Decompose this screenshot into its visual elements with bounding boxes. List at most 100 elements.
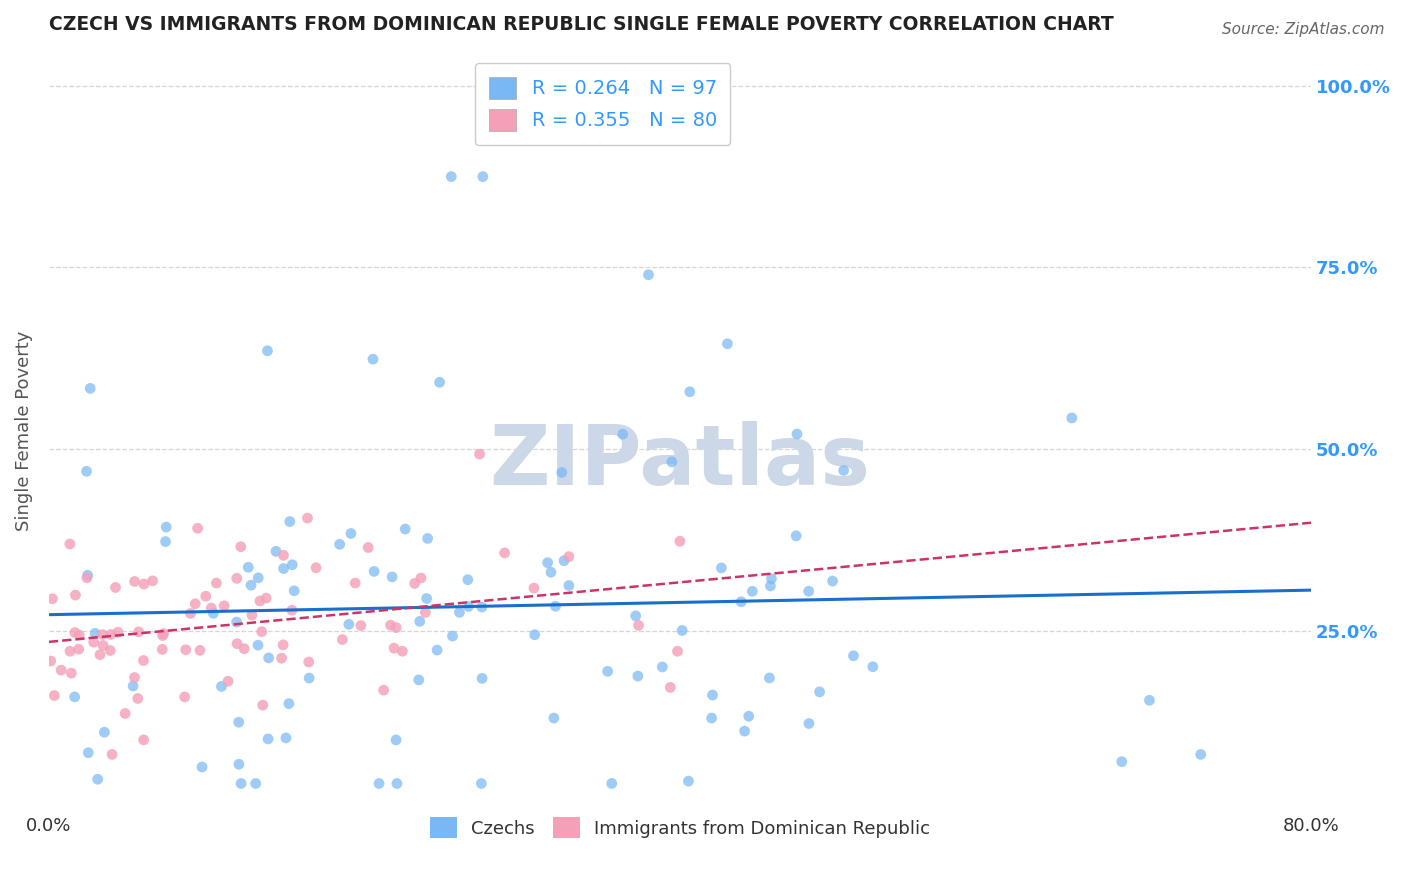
Point [128, 624, 150, 639]
Point [426, 643, 449, 657]
Point [76, 568, 98, 582]
Point [155, 534, 177, 549]
Point [415, 591, 437, 606]
Point [127, 691, 149, 706]
Point [217, 674, 239, 689]
Point [385, 776, 408, 790]
Point [357, 541, 380, 555]
Point [738, 709, 761, 723]
Point [173, 690, 195, 704]
Point [59, 537, 82, 551]
Point [257, 651, 280, 665]
Point [600, 776, 623, 790]
Point [679, 384, 702, 399]
Point [84, 626, 107, 640]
Point [523, 628, 546, 642]
Point [77, 746, 100, 760]
Point [93, 725, 115, 739]
Point [229, 540, 252, 554]
Point [271, 638, 294, 652]
Point [329, 537, 352, 551]
Point [340, 526, 363, 541]
Point [228, 757, 250, 772]
Point [132, 577, 155, 591]
Point [281, 558, 304, 572]
Point [659, 681, 682, 695]
Point [540, 566, 562, 580]
Point [277, 697, 299, 711]
Point [337, 617, 360, 632]
Point [257, 731, 280, 746]
Point [537, 556, 560, 570]
Point [212, 599, 235, 613]
Point [471, 600, 494, 615]
Point [76, 464, 98, 478]
Point [1139, 693, 1161, 707]
Point [252, 698, 274, 712]
Point [298, 655, 321, 669]
Point [132, 653, 155, 667]
Point [83, 635, 105, 649]
Point [797, 716, 820, 731]
Point [191, 760, 214, 774]
Point [278, 515, 301, 529]
Point [716, 336, 738, 351]
Point [155, 520, 177, 534]
Point [558, 549, 581, 564]
Point [678, 774, 700, 789]
Point [440, 169, 463, 184]
Text: Source: ZipAtlas.com: Source: ZipAtlas.com [1222, 22, 1385, 37]
Point [470, 776, 492, 790]
Point [240, 608, 263, 623]
Point [114, 706, 136, 721]
Point [65, 588, 87, 602]
Text: ZIPatlas: ZIPatlas [489, 421, 870, 502]
Point [226, 637, 249, 651]
Point [409, 571, 432, 585]
Point [785, 529, 807, 543]
Point [700, 711, 723, 725]
Point [821, 574, 844, 588]
Point [59, 644, 82, 658]
Point [283, 583, 305, 598]
Point [254, 591, 277, 606]
Point [200, 601, 222, 615]
Point [132, 732, 155, 747]
Point [67, 642, 90, 657]
Point [233, 641, 256, 656]
Point [759, 579, 782, 593]
Point [124, 574, 146, 589]
Point [551, 466, 574, 480]
Point [297, 511, 319, 525]
Point [596, 665, 619, 679]
Point [344, 576, 367, 591]
Point [100, 627, 122, 641]
Point [457, 573, 479, 587]
Point [270, 651, 292, 665]
Point [188, 643, 211, 657]
Point [797, 584, 820, 599]
Point [558, 578, 581, 592]
Point [205, 576, 228, 591]
Point [394, 522, 416, 536]
Point [104, 581, 127, 595]
Point [363, 565, 385, 579]
Point [89, 648, 111, 662]
Point [661, 455, 683, 469]
Point [91, 627, 114, 641]
Point [404, 576, 426, 591]
Point [671, 624, 693, 638]
Point [249, 594, 271, 608]
Point [247, 571, 270, 585]
Point [124, 671, 146, 685]
Point [391, 644, 413, 658]
Point [741, 584, 763, 599]
Point [415, 606, 437, 620]
Point [330, 632, 353, 647]
Point [832, 463, 855, 477]
Point [187, 521, 209, 535]
Point [761, 572, 783, 586]
Point [122, 679, 145, 693]
Point [174, 642, 197, 657]
Point [41, 591, 63, 606]
